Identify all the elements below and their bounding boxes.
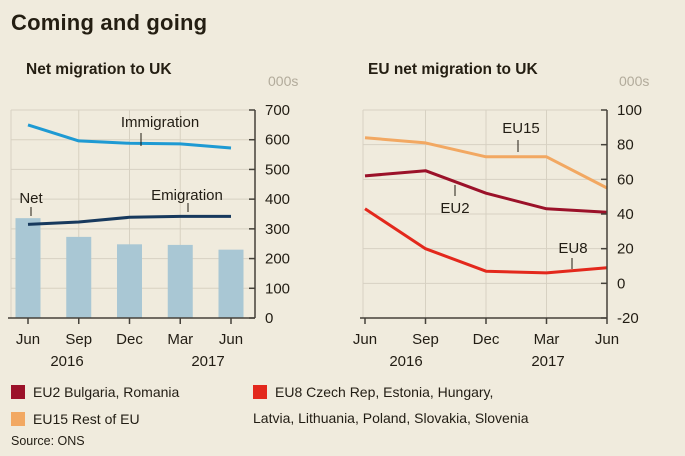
y-tick-label: 40 <box>617 206 634 223</box>
bar-net <box>15 218 41 318</box>
series-annotation-eu15: EU15 <box>502 120 540 137</box>
category-label: Sep <box>65 331 92 348</box>
net-migration-chart: 0 100 200 300 400 500 600 700 Jun Sep Dec Mar Jun 201… <box>8 102 290 370</box>
category-label: Sep <box>412 331 439 348</box>
series-line-immigration <box>27 123 232 150</box>
year-label: 2016 <box>389 353 422 370</box>
y-tick-label: 500 <box>265 161 290 178</box>
series-annotation-eu8: EU8 <box>558 240 587 257</box>
category-label: Jun <box>16 331 40 348</box>
series-annotation-emigration: Emigration <box>151 187 223 204</box>
year-label: 2017 <box>191 353 224 370</box>
y-tick-label: 80 <box>617 137 634 154</box>
left-chart-title: Net migration to UK <box>26 61 172 78</box>
y-tick-label: 400 <box>265 191 290 208</box>
legend-item-eu15: EU15 Rest of EU <box>11 411 140 427</box>
eu8-swatch-icon <box>253 385 267 399</box>
left-chart-units-label: 000s <box>268 73 299 89</box>
eu-net-migration-chart: -20 0 20 40 60 80 100 Jun Sep Dec Mar Jun 2016 2017 EU… <box>353 102 642 370</box>
series-line-eu15 <box>364 136 608 190</box>
legend-label-eu8-line2: Latvia, Lithuania, Poland, Slovakia, Slo… <box>253 410 529 426</box>
y-tick-label: -20 <box>617 310 639 327</box>
series-annotation-immigration: Immigration <box>121 114 199 131</box>
y-tick-label: 600 <box>265 132 290 149</box>
series-line-eu8 <box>364 207 608 275</box>
category-label: Jun <box>595 331 619 348</box>
bar-net <box>117 244 142 318</box>
year-label: 2017 <box>531 353 564 370</box>
category-label: Jun <box>219 331 243 348</box>
category-label: Dec <box>116 331 143 348</box>
category-label: Dec <box>473 331 500 348</box>
y-tick-label: 60 <box>617 171 634 188</box>
legend-item-eu2: EU2 Bulgaria, Romania <box>11 384 179 400</box>
source-label: Source: ONS <box>11 434 85 448</box>
category-label: Mar <box>167 331 193 348</box>
bar-net <box>66 236 92 318</box>
year-label: 2016 <box>50 353 83 370</box>
y-tick-label: 0 <box>617 275 625 292</box>
eu2-swatch-icon <box>11 385 25 399</box>
series-annotation-net: Net <box>19 190 43 207</box>
y-tick-label: 100 <box>265 280 290 297</box>
legend-label-eu2: EU2 Bulgaria, Romania <box>33 384 180 400</box>
figure-title: Coming and going <box>11 10 208 35</box>
series-annotation-eu2: EU2 <box>440 200 469 217</box>
legend-label-eu15: EU15 Rest of EU <box>33 411 140 427</box>
series-line-eu2 <box>364 169 608 214</box>
y-tick-label: 700 <box>265 102 290 119</box>
category-label: Jun <box>353 331 377 348</box>
y-tick-label: 20 <box>617 241 634 258</box>
y-tick-label: 200 <box>265 251 290 268</box>
eu15-swatch-icon <box>11 412 25 426</box>
bar-net <box>218 249 244 318</box>
legend-item-eu8: EU8 Czech Rep, Estonia, Hungary, Latvia,… <box>253 384 583 426</box>
legend-label-eu8-line1: EU8 Czech Rep, Estonia, Hungary, <box>275 384 494 400</box>
right-chart-title: EU net migration to UK <box>368 61 538 78</box>
bar-net <box>167 244 193 318</box>
right-chart-units-label: 000s <box>619 73 650 89</box>
y-tick-label: 0 <box>265 310 273 327</box>
category-label: Mar <box>534 331 560 348</box>
y-tick-label: 300 <box>265 221 290 238</box>
y-tick-label: 100 <box>617 102 642 119</box>
series-line-emigration <box>27 214 231 226</box>
